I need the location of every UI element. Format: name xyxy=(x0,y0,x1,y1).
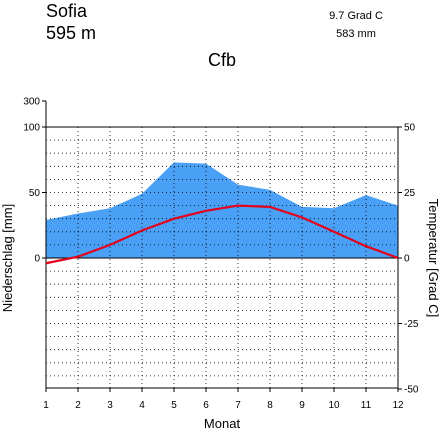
climate-class-title: Cfb xyxy=(208,50,236,70)
x-tick-label: 6 xyxy=(203,400,209,411)
right-tick-label: 50 xyxy=(404,123,416,134)
x-axis-label: Monat xyxy=(204,416,241,430)
x-tick-label: 11 xyxy=(361,400,372,411)
x-tick-label: 2 xyxy=(75,400,81,411)
right-tick-label: -25 xyxy=(404,319,419,330)
x-tick-label: 8 xyxy=(267,400,273,411)
x-tick-label: 7 xyxy=(235,400,241,411)
x-tick-label: 3 xyxy=(107,400,113,411)
annual-precipitation: 583 mm xyxy=(336,28,376,40)
x-tick-label: 9 xyxy=(299,400,305,411)
left-tick-label: 100 xyxy=(23,123,40,134)
right-tick-label: 25 xyxy=(404,188,416,199)
right-tick-label: -50 xyxy=(404,385,419,396)
right-tick-label: 0 xyxy=(404,254,410,265)
left-axis-label: Niederschlag [mm] xyxy=(0,204,15,312)
precipitation-area xyxy=(46,162,398,258)
left-tick-label: 50 xyxy=(29,188,41,199)
x-tick-label: 4 xyxy=(139,400,145,411)
temperature-line xyxy=(45,204,399,265)
station-name: Sofia xyxy=(46,1,88,21)
x-tick-label: 1 xyxy=(43,400,49,411)
right-axis-label: Temperatur [Grad C] xyxy=(426,199,439,318)
mean-temperature: 9.7 Grad C xyxy=(329,10,383,22)
x-tick-label: 12 xyxy=(392,400,404,411)
x-tick-label: 10 xyxy=(328,400,340,411)
x-tick-label: 5 xyxy=(171,400,177,411)
left-tick-label: 0 xyxy=(34,254,40,265)
left-tick-label: 300 xyxy=(23,97,40,108)
station-elevation: 595 m xyxy=(46,23,96,43)
